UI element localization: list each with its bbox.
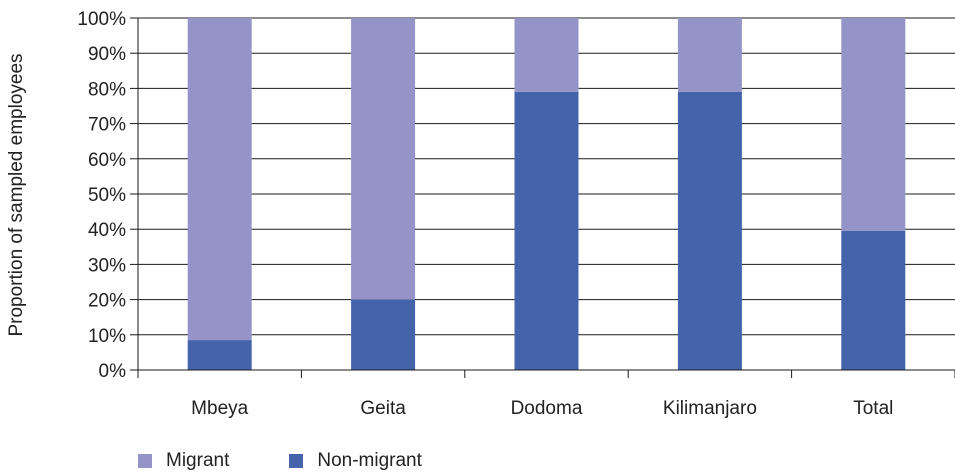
x-tick-label: Total [853,398,893,419]
bar-migrant-geita [351,18,416,300]
y-tick-labels: 0% 10% 20% 30% 40% 50% 60% 70% 80% 90% 100% [77,9,138,382]
legend-label-non-migrant: Non-migrant [317,450,422,471]
bar-migrant-mbeya [187,18,252,341]
y-tick-label: 100% [77,9,126,30]
x-tick-label: Mbeya [191,398,248,419]
legend-swatch-migrant [138,454,152,468]
legend-item-migrant: Migrant [138,450,229,472]
y-tick-label: 50% [88,185,126,206]
bar-migrant-dodoma [514,18,579,92]
bar-migrant-total [841,18,906,231]
x-tick-label: Dodoma [511,398,583,419]
y-tick-label: 70% [88,115,126,136]
y-tick-label: 90% [88,44,126,65]
y-tick-label: 20% [88,291,126,312]
bar-non-migrant-geita [351,299,416,370]
legend: Migrant Non-migrant [138,450,422,472]
bar-non-migrant-dodoma [514,91,579,371]
y-tick-label: 0% [99,361,127,382]
x-tick-labels: Mbeya Geita Dodoma Kilimanjaro Total [191,398,893,419]
x-axis [137,18,955,378]
x-tick-label: Kilimanjaro [663,398,757,419]
bar-migrant-kilimanjaro [677,18,742,92]
y-tick-label: 40% [88,220,126,241]
y-tick-label: 80% [88,79,126,100]
bar-non-migrant-mbeya [187,340,252,370]
y-tick-label: 30% [88,255,126,276]
x-tick-label: Geita [360,398,406,419]
y-tick-label: 10% [88,326,126,347]
legend-item-non-migrant: Non-migrant [289,450,422,472]
bars [187,18,906,371]
y-axis-label: Proportion of sampled employees [6,53,27,336]
legend-label-migrant: Migrant [166,450,230,471]
bar-non-migrant-kilimanjaro [677,91,742,371]
y-tick-label: 60% [88,150,126,171]
legend-swatch-non-migrant [289,454,304,468]
bar-non-migrant-total [841,230,906,370]
